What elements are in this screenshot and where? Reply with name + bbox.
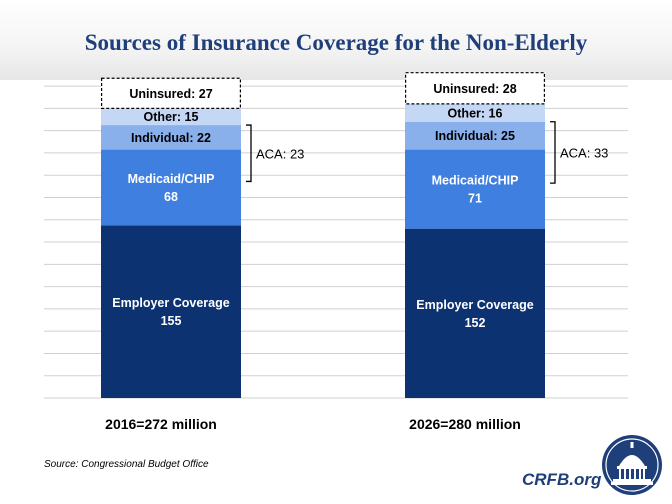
source-note: Source: Congressional Budget Office: [44, 459, 209, 470]
employer-segment-label: 155: [161, 314, 182, 328]
uninsured-segment: [405, 72, 546, 105]
employer-segment: [405, 228, 545, 398]
medicaid-segment-label: Medicaid/CHIP: [128, 172, 215, 186]
other-segment: [101, 108, 241, 126]
uninsured-segment-label: Uninsured: 27: [129, 87, 212, 101]
other-segment-label: Other: 15: [144, 110, 199, 124]
title-banner: [0, 0, 672, 80]
medicaid-segment: [101, 149, 241, 226]
medicaid-segment-label: Medicaid/CHIP: [432, 174, 519, 188]
category-label: 2016=272 million: [105, 416, 217, 432]
capitol-dome-logo-icon: [602, 435, 662, 495]
other-segment-label: Other: 16: [448, 106, 503, 120]
other-segment: [405, 103, 545, 122]
individual-segment-label: Individual: 22: [131, 131, 211, 145]
chart-title: Sources of Insurance Coverage for the No…: [84, 30, 588, 55]
medicaid-segment-label: 68: [164, 190, 178, 204]
uninsured-segment: [100, 77, 242, 109]
aca-bracket: [246, 124, 252, 183]
category-label: 2026=280 million: [409, 416, 521, 432]
employer-segment-label: Employer Coverage: [112, 296, 229, 310]
aca-bracket: [550, 121, 556, 184]
aca-annotation: ACA: 33: [560, 145, 608, 160]
medicaid-segment: [405, 149, 545, 229]
chart-area: Employer Coverage 155 Medicaid/CHIP 68 Indiv…: [44, 72, 628, 432]
employer-segment-label: Employer Coverage: [416, 298, 533, 312]
aca-annotation: ACA: 23: [256, 146, 304, 161]
brand-link[interactable]: CRFB.org: [522, 470, 602, 489]
employer-segment-label: 152: [465, 316, 486, 330]
individual-segment: [101, 125, 241, 150]
employer-segment: [101, 225, 241, 398]
uninsured-segment-label: Uninsured: 28: [433, 82, 516, 96]
medicaid-segment-label: 71: [468, 192, 482, 206]
individual-segment: [405, 121, 545, 150]
individual-segment-label: Individual: 25: [435, 129, 515, 143]
